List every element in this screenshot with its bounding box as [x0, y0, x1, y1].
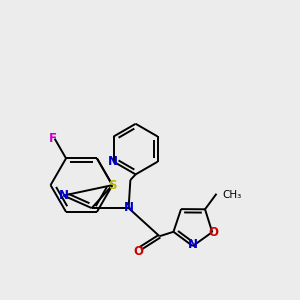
Text: N: N — [124, 201, 134, 214]
Text: CH₃: CH₃ — [223, 190, 242, 200]
Text: O: O — [134, 245, 143, 258]
Text: N: N — [188, 238, 198, 251]
Text: O: O — [208, 226, 218, 238]
Text: N: N — [108, 155, 118, 168]
Text: N: N — [58, 189, 68, 202]
Text: F: F — [49, 132, 57, 145]
Text: S: S — [108, 178, 117, 192]
